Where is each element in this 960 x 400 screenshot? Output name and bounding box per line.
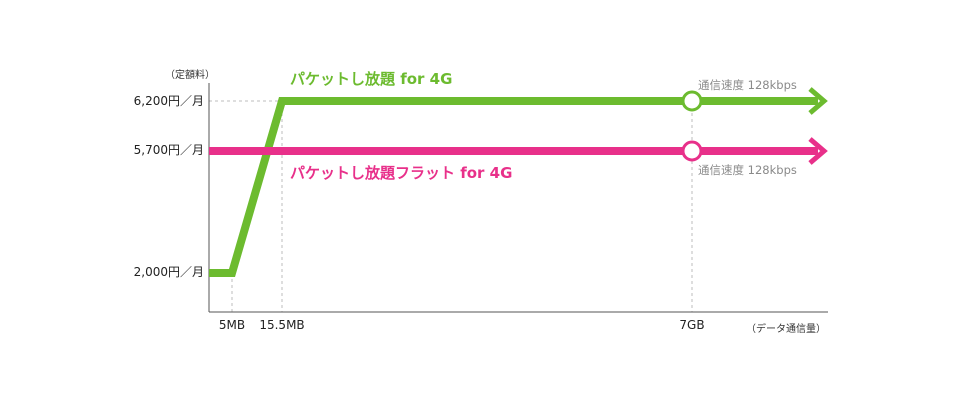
y-tick-label-2000: 2,000円／月 (134, 265, 204, 279)
series-label-4g: パケットし放題 for 4G (290, 70, 452, 88)
series-arrow-1 (808, 137, 828, 165)
speed-note-flat-4g: 通信速度 128kbps (698, 163, 797, 177)
x-tick-label-5mb: 5MB (219, 318, 245, 332)
y-axis-label: （定額料） (165, 68, 215, 81)
x-tick-label-15-5mb: 15.5MB (259, 318, 304, 332)
series-marker-0 (681, 90, 703, 112)
y-tick-label-5700: 5,700円／月 (134, 143, 204, 157)
x-axis-label: （データ通信量） (746, 322, 826, 335)
series-label-flat-4g: パケットし放題フラット for 4G (290, 164, 512, 182)
y-tick-label-6200: 6,200円／月 (134, 94, 204, 108)
x-tick-label-7gb: 7GB (679, 318, 704, 332)
series-marker-1 (681, 140, 703, 162)
series-arrow-0 (808, 87, 828, 115)
speed-note-4g: 通信速度 128kbps (698, 78, 797, 92)
chart-marks (208, 83, 828, 313)
series-line-0 (209, 97, 818, 277)
